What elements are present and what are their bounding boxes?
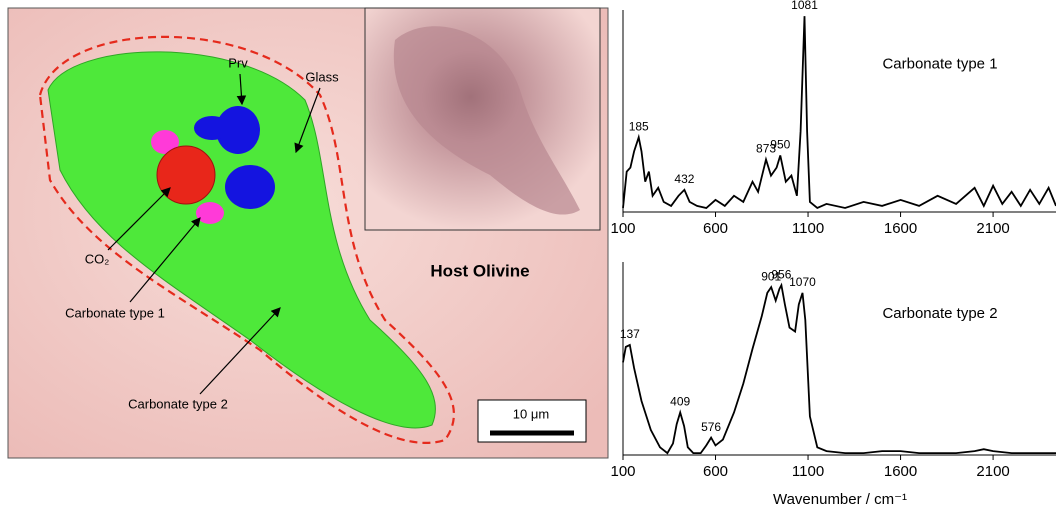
peak-label: 950 bbox=[770, 138, 790, 152]
x-tick-label: 2100 bbox=[976, 463, 1009, 480]
label: Glass bbox=[305, 69, 339, 84]
peak-label: 432 bbox=[674, 172, 694, 186]
x-tick-label: 600 bbox=[703, 463, 728, 480]
inclusion-photo bbox=[393, 26, 580, 215]
x-tick-label: 1100 bbox=[792, 220, 824, 237]
carbonate-1 bbox=[196, 202, 224, 224]
peak-label: 1070 bbox=[789, 275, 816, 289]
label: Carbonate type 1 bbox=[65, 305, 165, 320]
perovskite bbox=[194, 116, 230, 140]
spectrum bbox=[622, 282, 1056, 455]
label: Prv bbox=[228, 55, 248, 70]
arrow bbox=[129, 217, 201, 303]
peak-label: 409 bbox=[670, 395, 690, 409]
inclusion-outline bbox=[38, 35, 455, 445]
peak-label: 873 bbox=[756, 142, 776, 156]
perovskite bbox=[216, 106, 260, 154]
host-label: Host Olivine bbox=[430, 261, 529, 280]
carbonate-1 bbox=[151, 130, 179, 154]
perovskite bbox=[225, 165, 275, 209]
x-tick-label: 1600 bbox=[884, 463, 917, 480]
peak-label: 137 bbox=[620, 327, 640, 341]
peak-label: 1081 bbox=[791, 0, 818, 12]
scale-label: 10 μm bbox=[513, 406, 549, 421]
co2-bubble bbox=[156, 145, 216, 205]
arrow bbox=[199, 307, 281, 395]
arrow bbox=[294, 87, 321, 154]
x-tick-label: 600 bbox=[703, 220, 728, 237]
arrow bbox=[236, 73, 247, 106]
chart-title: Carbonate type 1 bbox=[882, 56, 997, 73]
chart-title: Carbonate type 2 bbox=[882, 305, 997, 322]
label: Carbonate type 2 bbox=[128, 396, 228, 411]
x-tick-label: 1100 bbox=[792, 463, 824, 480]
glass-phase bbox=[47, 51, 436, 429]
peak-label: 185 bbox=[629, 119, 649, 133]
x-tick-label: 2100 bbox=[976, 220, 1009, 237]
spectrum bbox=[622, 16, 1056, 210]
x-tick-label: 1600 bbox=[884, 220, 917, 237]
peak-label: 901 bbox=[761, 269, 781, 283]
x-axis-label: Wavenumber / cm⁻¹ bbox=[773, 491, 907, 508]
micrograph: Prv Glass CO₂ Carbonate type 1 Carbonate… bbox=[7, 7, 609, 459]
peak-label: 576 bbox=[701, 420, 721, 434]
label: CO₂ bbox=[85, 251, 110, 266]
peak-label: 956 bbox=[771, 267, 791, 281]
x-tick-label: 100 bbox=[610, 463, 635, 480]
x-tick-label: 100 bbox=[610, 220, 635, 237]
arrow bbox=[107, 187, 171, 251]
